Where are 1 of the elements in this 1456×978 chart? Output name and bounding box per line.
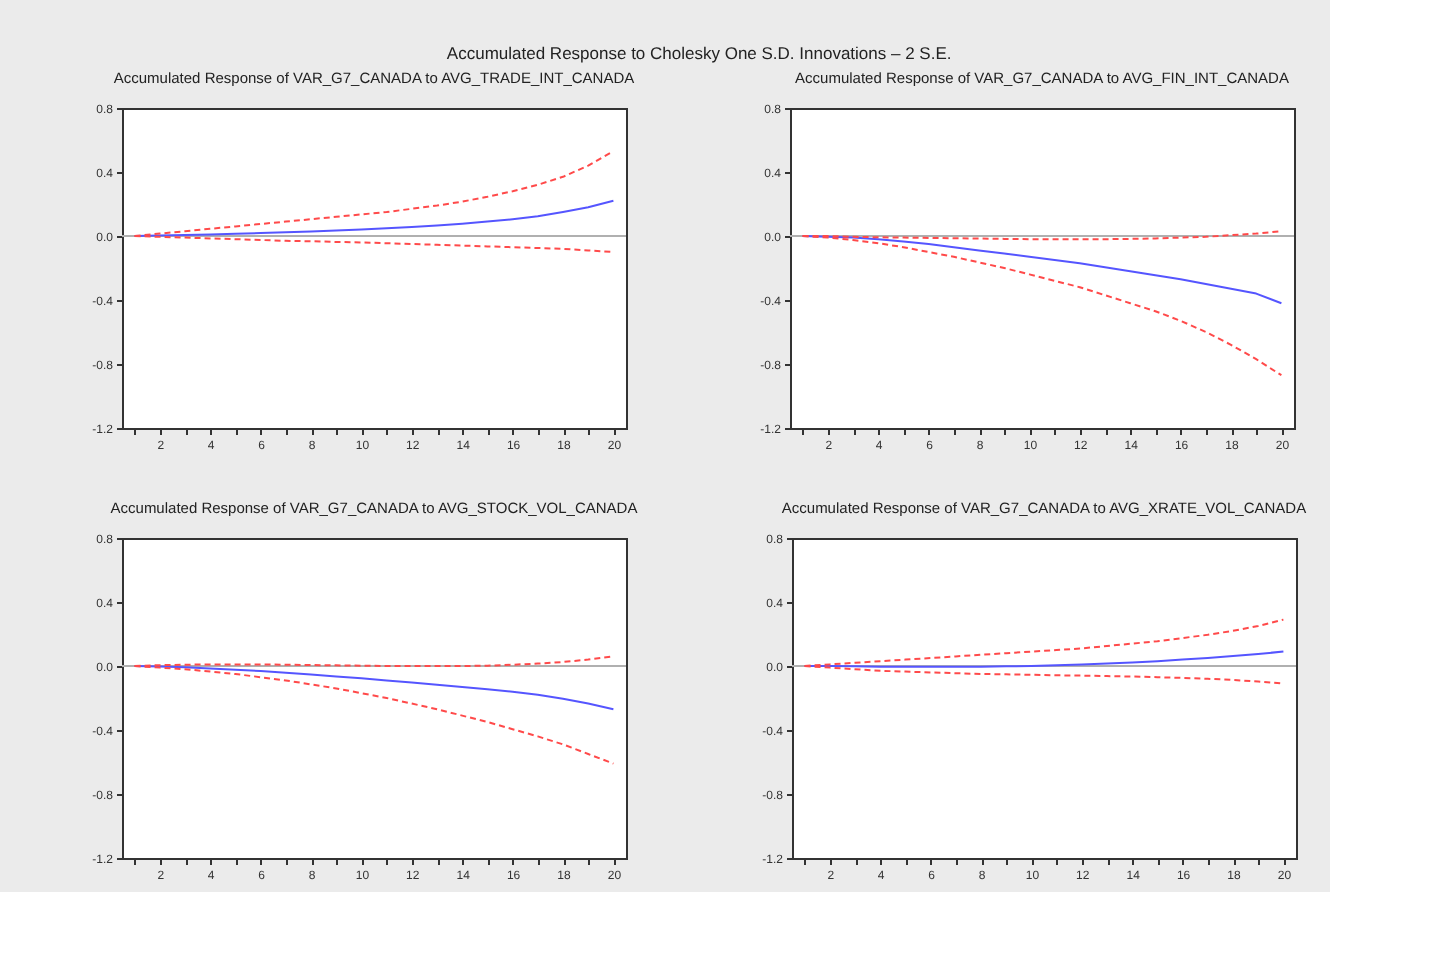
text: Accumulated Response to Cholesky One S.D. Innovations – 2 S.E. [446,43,952,63]
